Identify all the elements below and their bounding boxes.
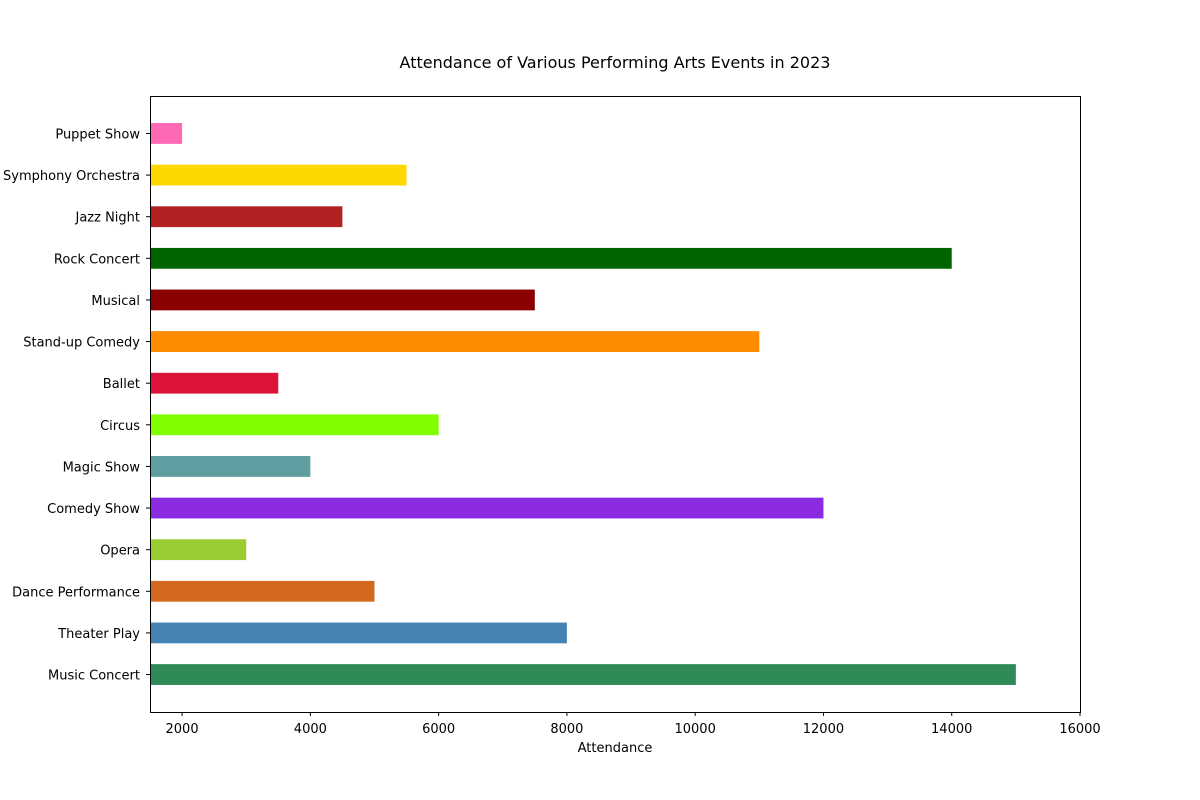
x-tick-label-16000: 16000 xyxy=(1059,722,1100,737)
chart-title: Attendance of Various Performing Arts Ev… xyxy=(400,53,831,72)
y-tick-label-music-concert: Music Concert xyxy=(48,669,140,684)
bar-musical xyxy=(150,289,535,311)
bar-jazz-night xyxy=(150,206,343,228)
x-tick-label-4000: 4000 xyxy=(294,722,327,737)
x-tick-label-6000: 6000 xyxy=(422,722,455,737)
y-tick-label-comedy-show: Comedy Show xyxy=(47,502,140,517)
y-tick-label-opera: Opera xyxy=(100,544,140,559)
y-axis: Music Concert Theater Play Dance Performan… xyxy=(3,127,150,684)
bars-group xyxy=(150,123,1016,685)
plot-frame xyxy=(150,96,1081,713)
y-tick-label-stand-up-comedy: Stand-up Comedy xyxy=(23,336,140,351)
x-tick-label-10000: 10000 xyxy=(674,722,715,737)
bar-music-concert xyxy=(150,664,1016,685)
bar-stand-up-comedy xyxy=(150,331,760,352)
bar-theater-play xyxy=(150,622,567,644)
y-tick-label-symphony-orchestra: Symphony Orchestra xyxy=(3,169,140,184)
y-tick-label-ballet: Ballet xyxy=(103,377,140,392)
y-tick-label-puppet-show: Puppet Show xyxy=(55,127,140,142)
bar-magic-show xyxy=(150,456,311,477)
y-tick-label-theater-play: Theater Play xyxy=(57,627,140,642)
bar-dance-performance xyxy=(150,580,375,602)
bar-rock-concert xyxy=(150,247,952,269)
bar-ballet xyxy=(150,372,279,394)
bar-puppet-show xyxy=(150,123,183,144)
y-tick-label-jazz-night: Jazz Night xyxy=(74,211,140,226)
y-tick-label-circus: Circus xyxy=(100,419,140,434)
x-tick-label-2000: 2000 xyxy=(166,722,199,737)
bar-comedy-show xyxy=(150,497,824,519)
y-tick-label-musical: Musical xyxy=(91,294,140,309)
bar-symphony-orchestra xyxy=(150,164,407,186)
y-tick-label-magic-show: Magic Show xyxy=(63,460,141,475)
x-tick-label-14000: 14000 xyxy=(931,722,972,737)
y-tick-label-dance-performance: Dance Performance xyxy=(12,585,140,600)
x-axis-label: Attendance xyxy=(578,741,653,756)
y-tick-label-rock-concert: Rock Concert xyxy=(54,252,140,267)
x-axis: 2000 4000 6000 8000 10000 12000 14000 16000 xyxy=(166,712,1101,737)
x-tick-label-8000: 8000 xyxy=(550,722,583,737)
bar-circus xyxy=(150,414,439,436)
x-tick-label-12000: 12000 xyxy=(803,722,844,737)
bar-opera xyxy=(150,539,247,561)
